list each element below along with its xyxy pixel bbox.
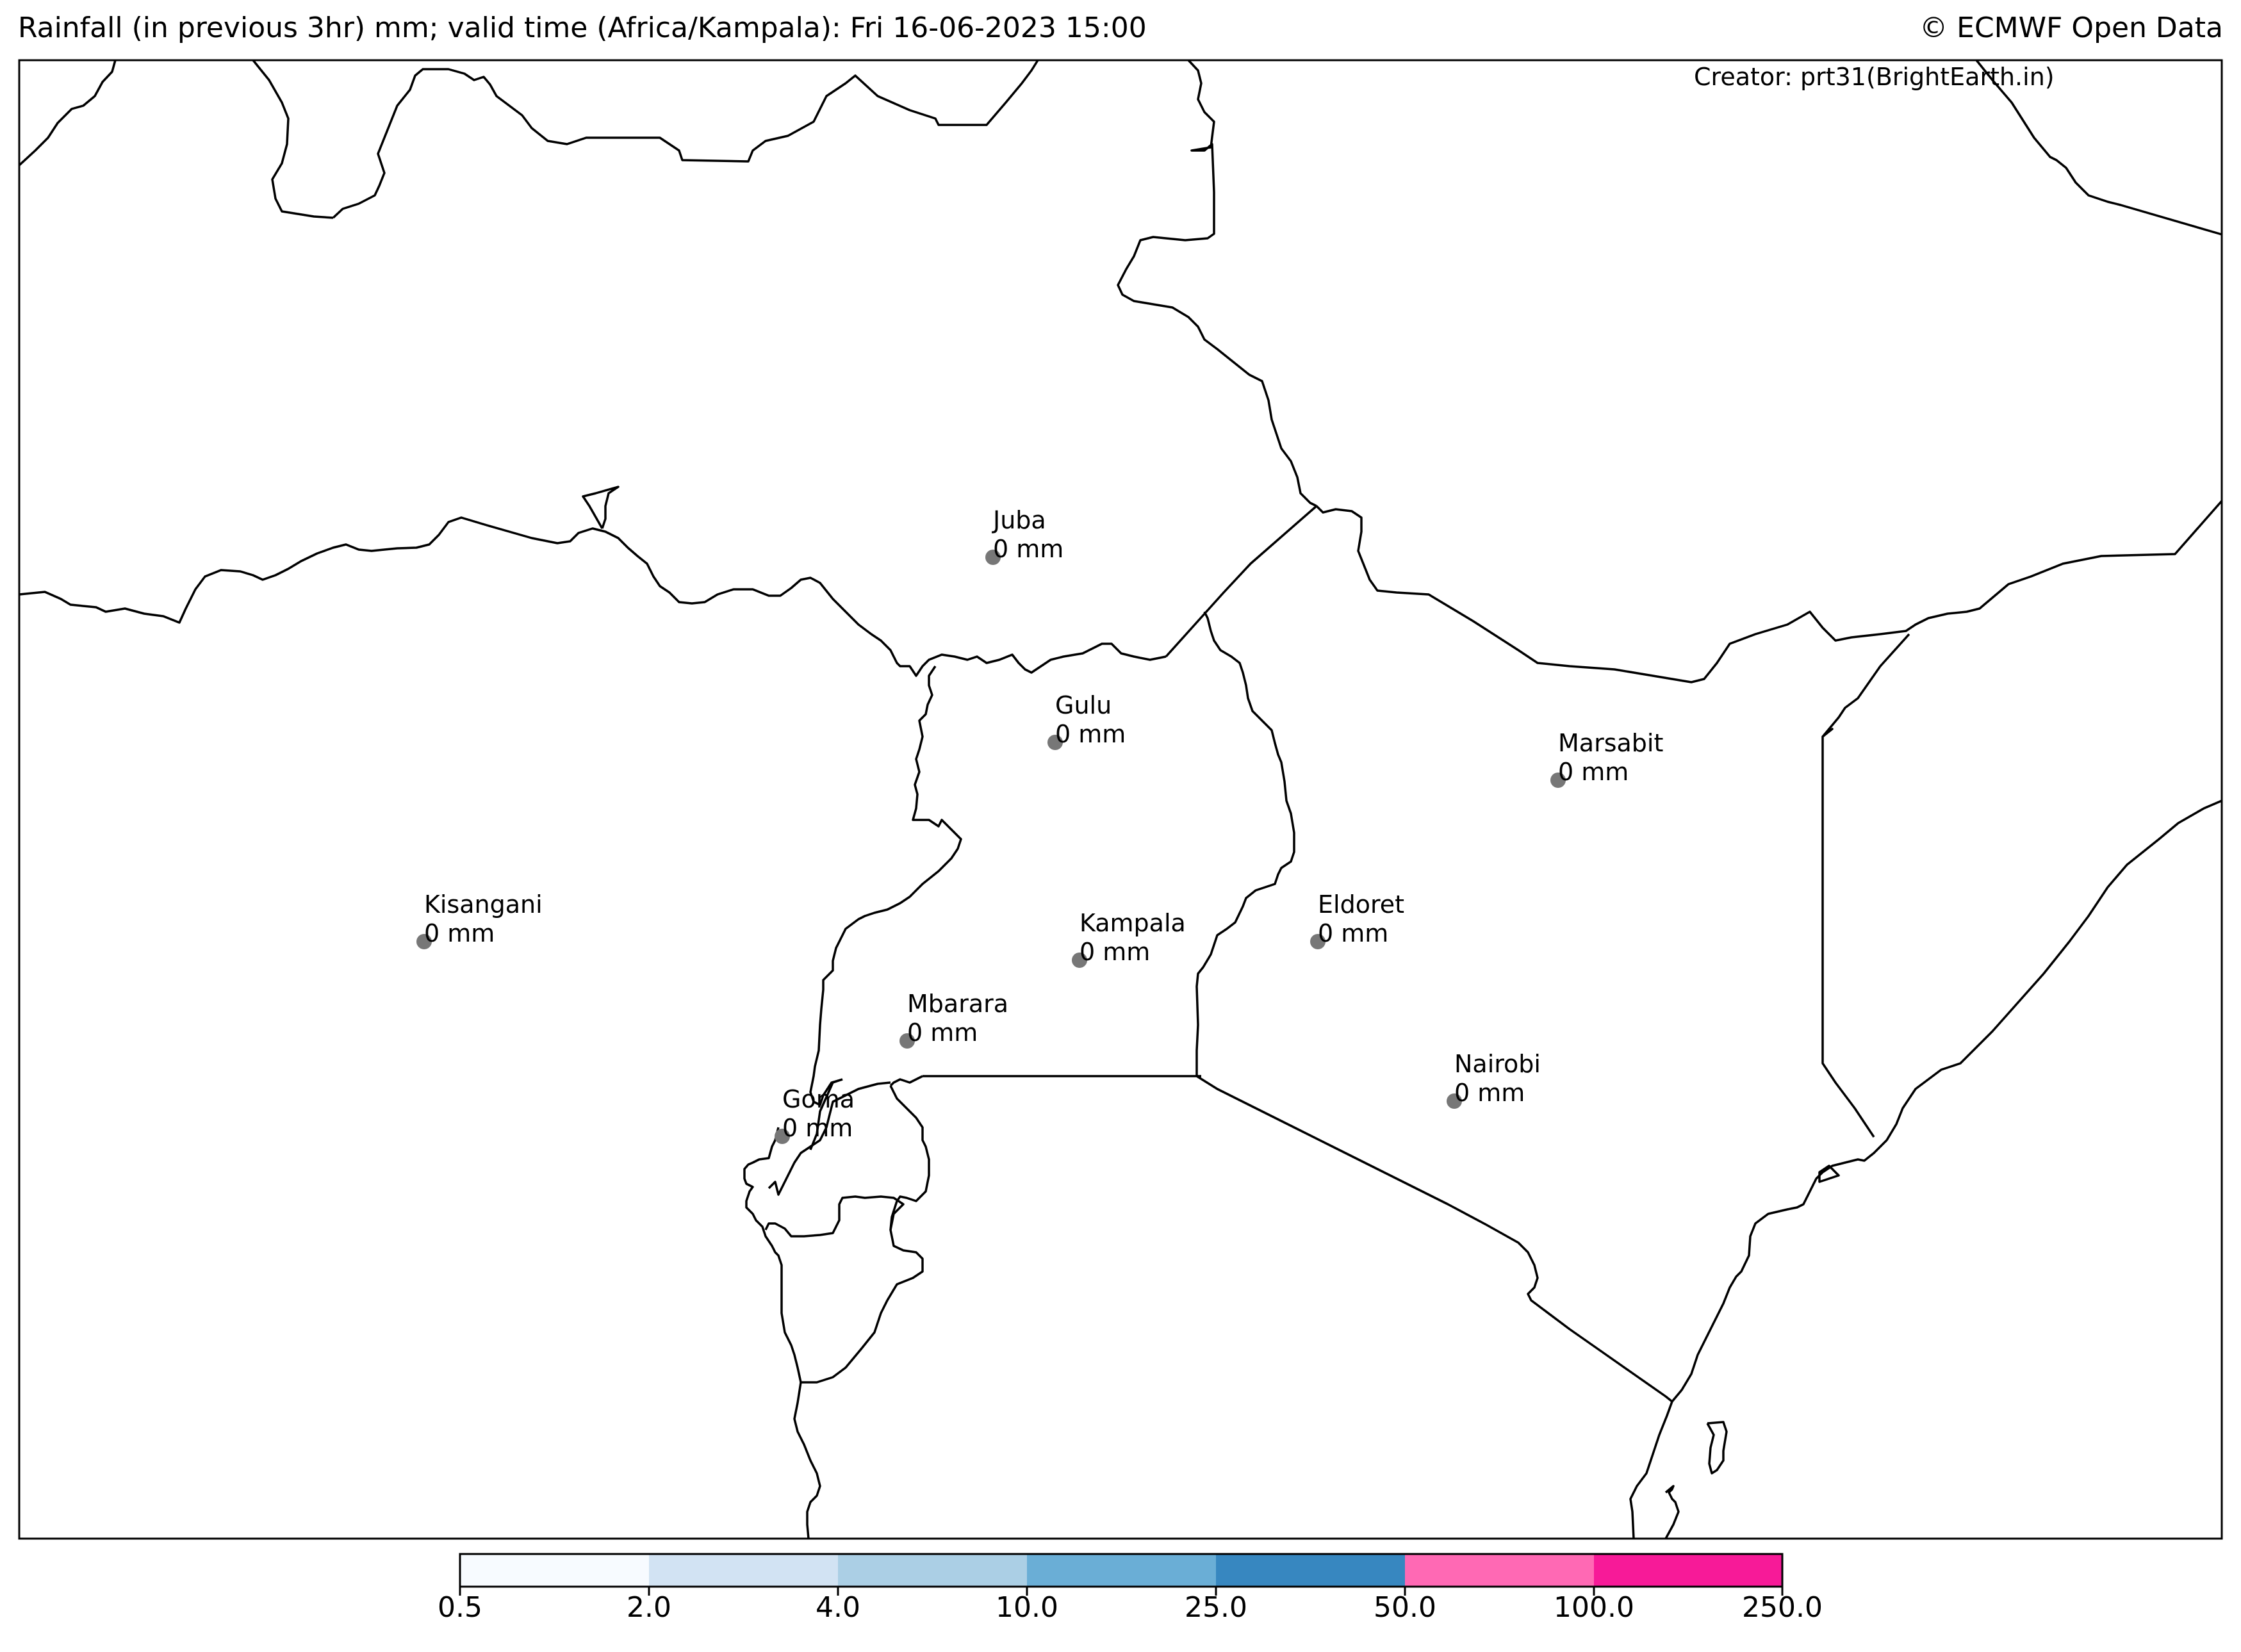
city-name-gulu: Gulu — [1055, 691, 1112, 719]
colorbar-tick-label: 4.0 — [816, 1591, 860, 1624]
city-marker[interactable] — [899, 1033, 915, 1049]
city-marker[interactable] — [1447, 1093, 1462, 1109]
colorbar-tick-label: 50.0 — [1374, 1591, 1436, 1624]
colorbar-bin-5 — [1405, 1554, 1594, 1587]
city-value-gulu: 0 mm — [1055, 720, 1126, 748]
city-name-juba: Juba — [993, 506, 1046, 534]
city-name-nairobi: Nairobi — [1454, 1050, 1541, 1078]
colorbar-bin-4 — [1216, 1554, 1405, 1587]
city-markers — [416, 550, 1566, 1144]
city-value-goma: 0 mm — [782, 1114, 853, 1142]
city-value-marsabit: 0 mm — [1558, 758, 1629, 786]
city-marker[interactable] — [416, 934, 432, 949]
map-title: Rainfall (in previous 3hr) mm; valid tim… — [18, 12, 1147, 44]
city-name-kisangani: Kisangani — [424, 890, 543, 919]
city-value-nairobi: 0 mm — [1454, 1079, 1525, 1107]
city-marker[interactable] — [1310, 934, 1326, 949]
colorbar-tick-label: 100.0 — [1554, 1591, 1634, 1624]
city-value-eldoret: 0 mm — [1318, 919, 1389, 947]
city-name-eldoret: Eldoret — [1318, 890, 1405, 919]
city-name-goma: Goma — [782, 1085, 855, 1113]
map-frame — [18, 59, 2223, 1540]
colorbar-tick-label: 0.5 — [438, 1591, 482, 1624]
colorbar-tick-label: 250.0 — [1742, 1591, 1823, 1624]
city-name-mbarara: Mbarara — [907, 990, 1009, 1018]
city-value-kampala: 0 mm — [1079, 938, 1151, 966]
city-marker[interactable] — [985, 550, 1001, 565]
city-value-juba: 0 mm — [993, 535, 1064, 563]
colorbar-bin-3 — [1027, 1554, 1216, 1587]
colorbar-bin-0 — [460, 1554, 649, 1587]
country-borders — [18, 59, 2223, 1539]
colorbar-outline — [459, 1553, 1784, 1588]
colorbar-bin-6 — [1594, 1554, 1782, 1587]
colorbar-bin-1 — [649, 1554, 838, 1587]
city-value-mbarara: 0 mm — [907, 1018, 978, 1047]
city-marker[interactable] — [1072, 953, 1087, 968]
city-value-kisangani: 0 mm — [424, 919, 495, 947]
city-marker[interactable] — [775, 1129, 790, 1144]
copyright-credit: © ECMWF Open Data — [1919, 12, 2223, 44]
colorbar — [459, 1553, 1784, 1596]
creator-label: Creator: prt31(BrightEarth.in) — [1694, 63, 2055, 91]
colorbar-tick-label: 2.0 — [627, 1591, 671, 1624]
colorbar-tick-label: 10.0 — [996, 1591, 1058, 1624]
city-marker[interactable] — [1550, 773, 1566, 788]
colorbar-bin-2 — [838, 1554, 1027, 1587]
city-marker[interactable] — [1047, 735, 1063, 750]
colorbar-tick-label: 25.0 — [1185, 1591, 1247, 1624]
city-name-marsabit: Marsabit — [1558, 729, 1664, 757]
city-name-kampala: Kampala — [1079, 909, 1186, 937]
